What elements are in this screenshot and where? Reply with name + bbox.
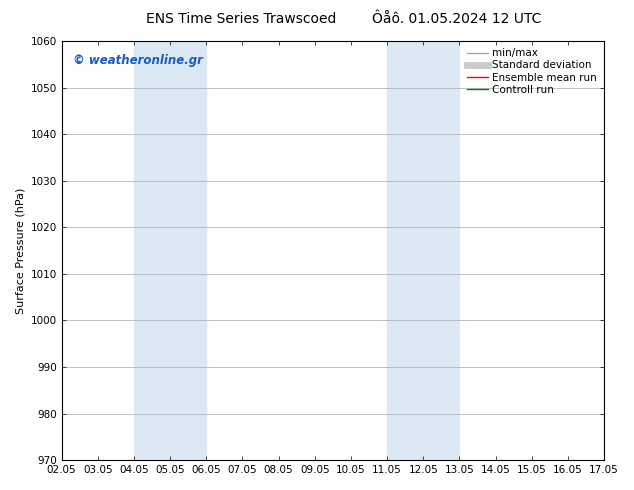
- Bar: [134, 41, 206, 460]
- Bar: [387, 41, 460, 460]
- Text: © weatheronline.gr: © weatheronline.gr: [72, 53, 202, 67]
- Text: Ôåô. 01.05.2024 12 UTC: Ôåô. 01.05.2024 12 UTC: [372, 12, 541, 26]
- Y-axis label: Surface Pressure (hPa): Surface Pressure (hPa): [15, 187, 25, 314]
- Legend: min/max, Standard deviation, Ensemble mean run, Controll run: min/max, Standard deviation, Ensemble me…: [465, 46, 599, 97]
- Text: ENS Time Series Trawscoed: ENS Time Series Trawscoed: [146, 12, 336, 26]
